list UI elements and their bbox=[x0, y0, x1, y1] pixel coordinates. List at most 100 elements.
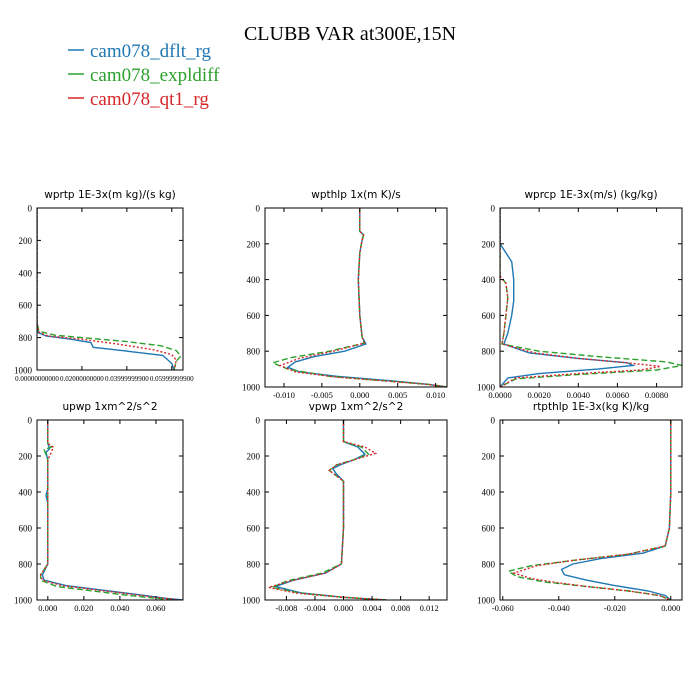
x-tick-label: 0.0020 bbox=[527, 390, 550, 400]
plot-frame bbox=[264, 419, 448, 601]
series-line-cam078_dflt_rg bbox=[37, 208, 175, 370]
series-line-cam078_expldiff bbox=[39, 420, 175, 600]
y-tick-label: 400 bbox=[247, 275, 261, 285]
y-tick-label: 0 bbox=[491, 416, 496, 426]
x-tick-label: 0.040 bbox=[110, 603, 129, 613]
series-line-cam078_expldiff bbox=[506, 420, 672, 600]
y-tick-label: 400 bbox=[19, 268, 33, 278]
y-tick-label: 200 bbox=[19, 236, 33, 246]
y-tick-label: 0 bbox=[256, 416, 261, 426]
y-tick-label: 800 bbox=[482, 560, 496, 570]
series-line-cam078_qt1_rg bbox=[278, 208, 447, 387]
y-tick-label: 600 bbox=[19, 301, 33, 311]
chart-panels: wprtp 1E-3x(m kg)/(s kg) 0 200 400 600 800 100… bbox=[14, 189, 683, 613]
y-tick-label: 600 bbox=[482, 311, 496, 321]
chart-panel-6: rtpthlp 1E-3x(kg K)/kg02004006008001000-… bbox=[477, 401, 683, 613]
series-line-cam078_expldiff bbox=[500, 208, 682, 387]
y-tick-label: 800 bbox=[19, 560, 33, 570]
x-tick-label: 0.03999999900 bbox=[105, 375, 149, 383]
y-tick-label: 400 bbox=[482, 275, 496, 285]
y-tick-label: 800 bbox=[19, 333, 33, 343]
plot-frame bbox=[499, 207, 683, 388]
y-tick-label: 0 bbox=[28, 416, 33, 426]
x-tick-label: -0.040 bbox=[548, 603, 570, 613]
x-tick-label: 0.000 bbox=[350, 390, 369, 400]
x-tick-label: 0.0060 bbox=[606, 390, 629, 400]
legend-entry: cam078_qt1_rg bbox=[90, 89, 209, 110]
chart-panel-3: wprcp 1E-3x(m/s) (kg/kg) 0 200 400 600 800 100… bbox=[477, 189, 683, 400]
y-tick-label: 0 bbox=[491, 204, 496, 214]
y-tick-label: 200 bbox=[247, 239, 261, 249]
panel-title: upwp 1xm^2/s^2 bbox=[63, 401, 158, 413]
series-line-cam078_dflt_rg bbox=[273, 420, 387, 600]
series-line-cam078_qt1_rg bbox=[37, 208, 178, 370]
plot-frame bbox=[36, 419, 184, 601]
y-tick-label: 200 bbox=[247, 452, 261, 462]
x-tick-label: -0.008 bbox=[275, 603, 297, 613]
panel-title: wprtp 1E-3x(m kg)/(s kg) bbox=[44, 189, 175, 201]
x-tick-label: 0.0040 bbox=[567, 390, 590, 400]
panel-title: vpwp 1xm^2/s^2 bbox=[309, 401, 404, 413]
y-tick-label: 0 bbox=[256, 204, 261, 214]
x-tick-label: -0.005 bbox=[311, 390, 333, 400]
y-tick-label: 0 bbox=[28, 204, 33, 214]
y-tick-label: 600 bbox=[482, 524, 496, 534]
plot-frame bbox=[499, 419, 683, 601]
series-line-cam078_qt1_rg bbox=[268, 420, 387, 600]
x-tick-label: 0.05999999900 bbox=[150, 375, 194, 383]
x-tick-label: 0.00000000000 bbox=[15, 375, 59, 383]
chart-panel-2: wpthlp 1x(m K)/s 0 200 400 600 800 1000 -0.010 -… bbox=[242, 189, 448, 400]
y-tick-label: 400 bbox=[19, 488, 33, 498]
series-line-cam078_qt1_rg bbox=[511, 420, 672, 600]
panel-title: rtpthlp 1E-3x(kg K)/kg bbox=[533, 401, 649, 413]
y-tick-label: 400 bbox=[247, 488, 261, 498]
x-tick-label: 0.008 bbox=[391, 603, 410, 613]
legend-entry: cam078_dflt_rg bbox=[90, 41, 212, 62]
y-tick-label: 200 bbox=[482, 452, 496, 462]
series-line-cam078_dflt_rg bbox=[560, 420, 672, 600]
y-tick-label: 200 bbox=[482, 239, 496, 249]
x-tick-label: -0.020 bbox=[604, 603, 626, 613]
y-tick-label: 600 bbox=[19, 524, 33, 534]
series-line-cam078_dflt_rg bbox=[41, 420, 183, 600]
series-line-cam078_qt1_rg bbox=[39, 420, 180, 600]
chart-panel-5: vpwp 1xm^2/s^2 0 200 400 600 800 1000 -0.008 -0.… bbox=[242, 401, 448, 613]
x-tick-label: 0.005 bbox=[388, 390, 407, 400]
y-tick-label: 1000 bbox=[477, 596, 496, 606]
x-tick-label: 0.000 bbox=[661, 603, 680, 613]
y-tick-label: 800 bbox=[247, 347, 261, 357]
y-tick-label: 600 bbox=[247, 311, 261, 321]
series-line-cam078_expldiff bbox=[269, 420, 387, 600]
series-line-cam078_qt1_rg bbox=[500, 208, 661, 387]
chart-panel-4: upwp 1xm^2/s^2 0 200 400 600 800 1000 0.000 0.02… bbox=[14, 401, 184, 613]
series-line-cam078_dflt_rg bbox=[500, 208, 636, 387]
y-tick-label: 1000 bbox=[14, 596, 33, 606]
x-tick-label: -0.004 bbox=[304, 603, 327, 613]
x-tick-label: 0.060 bbox=[146, 603, 165, 613]
plot-frame bbox=[264, 207, 448, 388]
legend: cam078_dflt_rg cam078_expldiff cam078_qt1_… bbox=[68, 41, 220, 110]
y-tick-label: 800 bbox=[247, 560, 261, 570]
panel-title: wpthlp 1x(m K)/s bbox=[311, 189, 401, 201]
series-line-cam078_expldiff bbox=[270, 208, 447, 387]
x-tick-label: 0.020 bbox=[74, 603, 93, 613]
y-tick-label: 600 bbox=[247, 524, 261, 534]
plot-frame bbox=[36, 207, 184, 371]
x-tick-label: -0.060 bbox=[492, 603, 514, 613]
chart-panel-1: wprtp 1E-3x(m kg)/(s kg) 0 200 400 600 800 100… bbox=[14, 189, 194, 383]
x-tick-label: 0.000 bbox=[334, 603, 353, 613]
y-tick-label: 800 bbox=[482, 347, 496, 357]
y-tick-label: 1000 bbox=[242, 596, 261, 606]
series-line-cam078_expldiff bbox=[37, 208, 182, 370]
y-tick-label: 1000 bbox=[14, 366, 33, 376]
x-tick-label: -0.010 bbox=[273, 390, 295, 400]
y-tick-label: 1000 bbox=[477, 383, 496, 393]
x-tick-label: 0.0000 bbox=[488, 390, 511, 400]
x-tick-label: 0.0080 bbox=[645, 390, 668, 400]
y-tick-label: 200 bbox=[19, 452, 33, 462]
y-tick-label: 400 bbox=[482, 488, 496, 498]
series-line-cam078_dflt_rg bbox=[286, 208, 447, 387]
panel-title: wprcp 1E-3x(m/s) (kg/kg) bbox=[524, 189, 657, 201]
x-tick-label: 0.02000000000 bbox=[60, 375, 104, 383]
x-tick-label: 0.004 bbox=[362, 603, 382, 613]
